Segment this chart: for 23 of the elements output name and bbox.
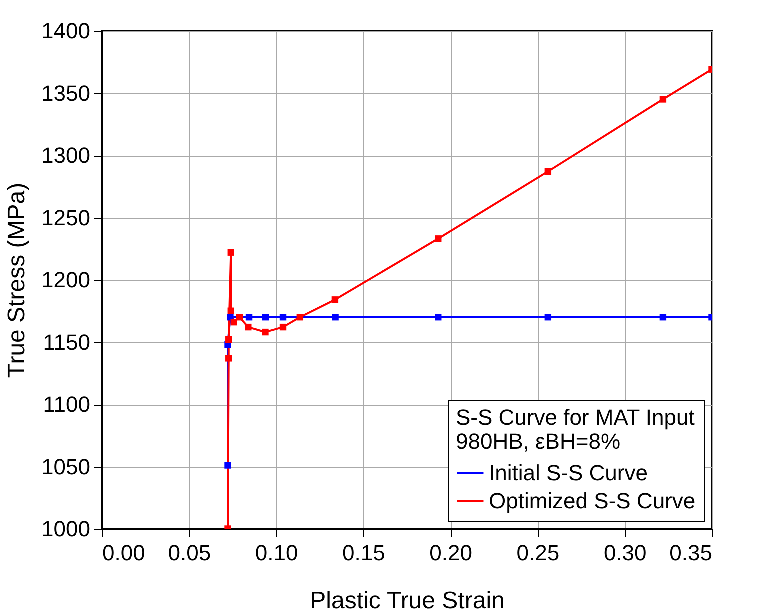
- y-tick-label: 1250: [42, 205, 90, 230]
- text: 980HB, εBH=8%: [456, 429, 621, 454]
- y-tick-label: 1200: [42, 268, 90, 292]
- y-tick-label: 1300: [42, 143, 90, 168]
- y-tick-label: 1000: [42, 516, 90, 542]
- y-axis-title: True Stress (MPa): [4, 182, 31, 378]
- y-tick-label: 1050: [42, 454, 90, 480]
- text: S-S Curve for MAT Input: [456, 405, 695, 430]
- y-tick-label: 1150: [43, 330, 90, 355]
- x-tick-label: 0.20: [430, 540, 472, 566]
- y-tick-label: 1100: [43, 392, 90, 417]
- legend-label: Optimized S-S Curve: [489, 488, 696, 514]
- x-tick-label: 0.10: [255, 540, 298, 566]
- x-axis-title: Plastic True Strain: [310, 588, 505, 613]
- x-tick-label: 0.00: [102, 540, 146, 566]
- legend-label: Initial S-S Curve: [489, 460, 648, 486]
- y-tick-label: 1350: [42, 80, 90, 106]
- x-tick-label: 0.30: [604, 540, 647, 566]
- x-tick-label: 0.15: [342, 540, 386, 566]
- y-tick-label: 1400: [42, 18, 90, 44]
- x-tick-label: 0.05: [168, 540, 212, 566]
- x-tick-label: 0.35: [670, 540, 712, 566]
- x-tick-label: 0.25: [516, 540, 560, 566]
